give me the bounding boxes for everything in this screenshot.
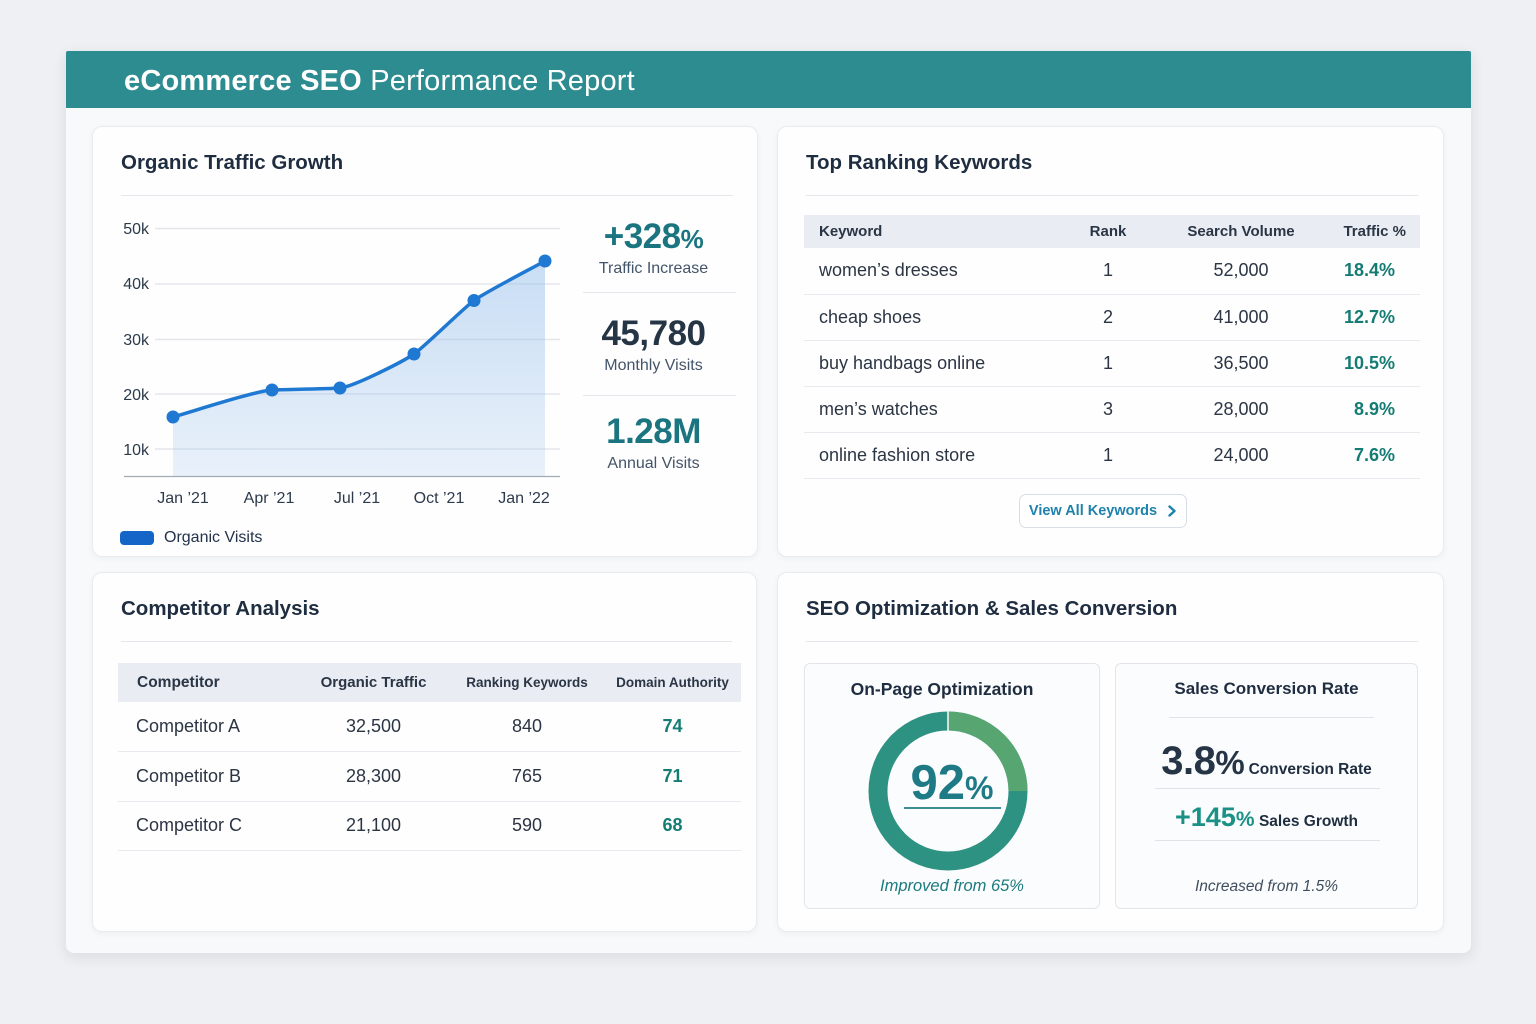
svg-text:Jan ’21: Jan ’21 bbox=[157, 490, 209, 507]
svg-text:Jul ’21: Jul ’21 bbox=[334, 490, 380, 507]
svg-text:30k: 30k bbox=[123, 332, 150, 349]
svg-text:Jan ’22: Jan ’22 bbox=[498, 490, 550, 507]
svg-text:10k: 10k bbox=[123, 442, 150, 459]
svg-text:50k: 50k bbox=[123, 221, 150, 238]
svg-text:Oct ’21: Oct ’21 bbox=[414, 490, 465, 507]
svg-text:40k: 40k bbox=[123, 276, 150, 293]
svg-text:20k: 20k bbox=[123, 387, 150, 404]
svg-text:Apr ’21: Apr ’21 bbox=[244, 490, 295, 507]
